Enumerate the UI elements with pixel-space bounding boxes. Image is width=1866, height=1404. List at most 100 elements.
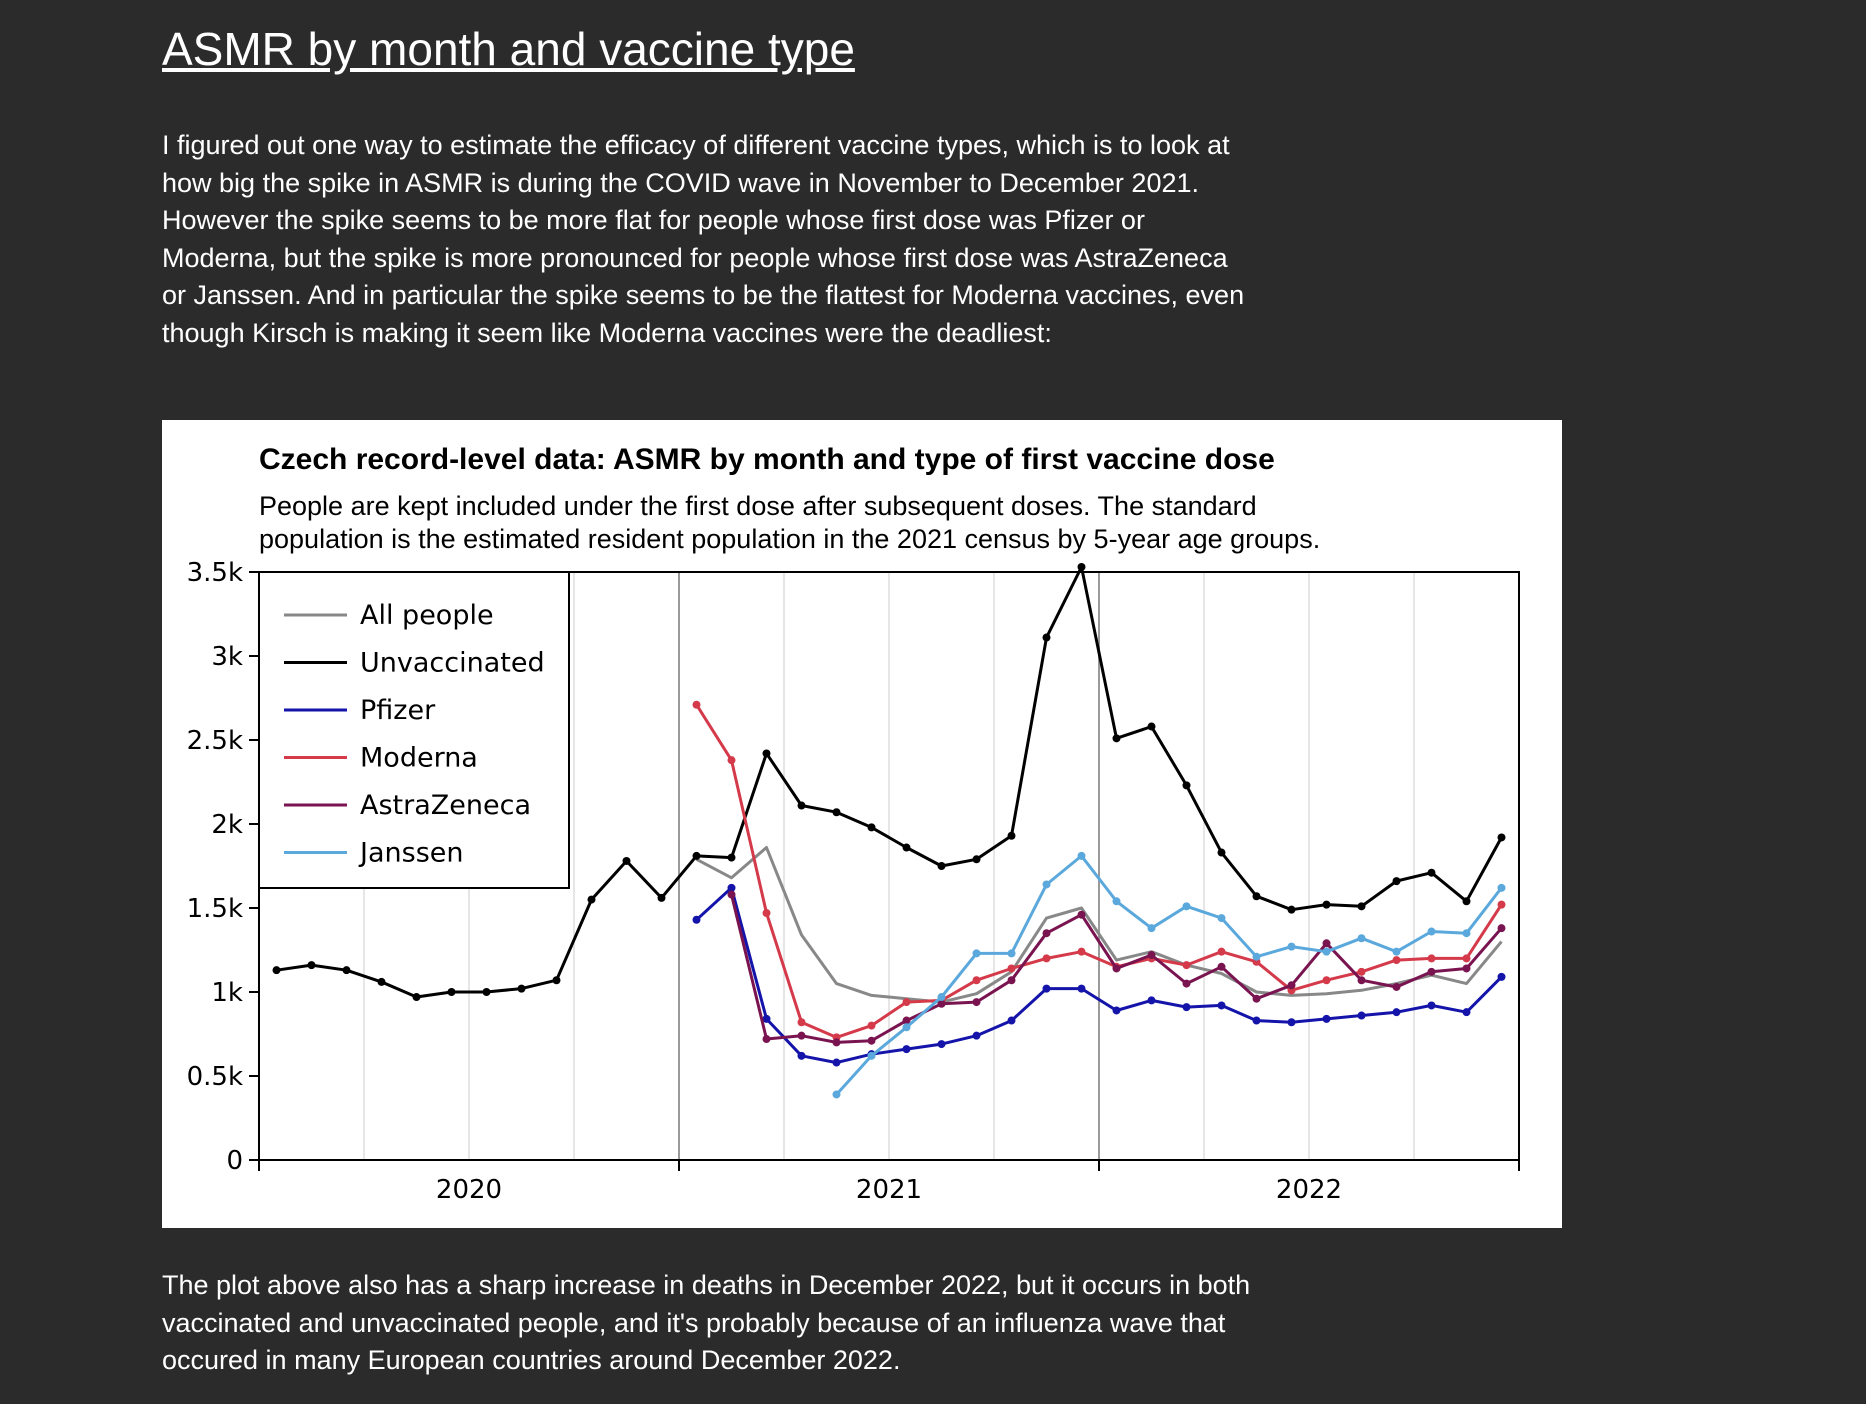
data-point-unvaccinated: [1042, 633, 1051, 642]
data-point-astrazeneca: [727, 890, 736, 899]
y-tick-label: 1k: [211, 978, 243, 1008]
data-point-moderna: [1427, 954, 1436, 963]
data-point-pfizer: [797, 1051, 806, 1060]
data-point-unvaccinated: [727, 853, 736, 862]
data-point-astrazeneca: [937, 999, 946, 1008]
data-point-unvaccinated: [1252, 892, 1261, 901]
data-point-unvaccinated: [1147, 722, 1156, 731]
data-point-pfizer: [1077, 984, 1086, 993]
data-point-janssen: [972, 949, 981, 958]
legend: All people Unvaccinated Pfizer Moderna Astra…: [258, 571, 570, 889]
data-point-moderna: [1077, 947, 1086, 956]
data-point-moderna: [692, 700, 701, 709]
data-point-unvaccinated: [972, 855, 981, 864]
data-point-moderna: [1322, 976, 1331, 985]
data-point-janssen: [1287, 942, 1296, 951]
data-point-unvaccinated: [412, 993, 421, 1002]
data-point-unvaccinated: [377, 977, 386, 986]
data-point-pfizer: [692, 915, 701, 924]
data-point-pfizer: [1112, 1006, 1121, 1015]
article-heading: ASMR by month and vaccine type: [162, 23, 855, 75]
data-point-janssen: [937, 993, 946, 1002]
data-point-janssen: [867, 1051, 876, 1060]
series-line-janssen: [835, 854, 1503, 1096]
data-point-unvaccinated: [867, 823, 876, 832]
data-point-pfizer: [1392, 1008, 1401, 1017]
series-line-pfizer: [695, 886, 1503, 1065]
data-point-moderna: [867, 1021, 876, 1030]
data-point-moderna: [1497, 900, 1506, 909]
data-point-astrazeneca: [1357, 976, 1366, 985]
y-tick-label: 0.5k: [187, 1062, 243, 1092]
data-point-astrazeneca: [1252, 994, 1261, 1003]
data-point-janssen: [832, 1090, 841, 1099]
data-point-janssen: [1042, 880, 1051, 889]
data-point-moderna: [1007, 964, 1016, 973]
x-tick-label: 2021: [856, 1175, 922, 1205]
data-point-janssen: [1497, 883, 1506, 892]
legend-label-all-people: All people: [360, 600, 494, 631]
data-point-unvaccinated: [482, 988, 491, 996]
data-point-astrazeneca: [797, 1031, 806, 1040]
data-point-janssen: [1357, 934, 1366, 943]
data-point-pfizer: [1427, 1001, 1436, 1010]
data-point-moderna: [902, 998, 911, 1007]
data-point-astrazeneca: [1287, 981, 1296, 990]
data-point-astrazeneca: [1322, 939, 1331, 948]
data-point-astrazeneca: [902, 1016, 911, 1025]
y-tick-label: 1.5k: [187, 894, 243, 924]
series-line-moderna: [695, 703, 1503, 1039]
data-point-pfizer: [1287, 1018, 1296, 1027]
series-line-unvaccinated: [276, 565, 1503, 999]
data-point-pfizer: [1252, 1016, 1261, 1025]
data-point-astrazeneca: [1007, 976, 1016, 985]
data-point-pfizer: [1357, 1011, 1366, 1020]
data-point-moderna: [972, 976, 981, 985]
data-point-janssen: [1007, 949, 1016, 958]
y-tick-label: 2k: [211, 810, 243, 840]
data-point-moderna: [1392, 956, 1401, 965]
legend-label-unvaccinated: Unvaccinated: [360, 648, 545, 679]
data-point-astrazeneca: [972, 998, 981, 1007]
data-point-astrazeneca: [1042, 929, 1051, 938]
data-point-unvaccinated: [1007, 831, 1016, 840]
data-point-unvaccinated: [552, 976, 561, 985]
data-point-unvaccinated: [1077, 562, 1086, 571]
data-point-unvaccinated: [1427, 868, 1436, 877]
data-point-moderna: [727, 756, 736, 765]
chart-subtitle-line-1: People are kept included under the first…: [259, 491, 1257, 521]
data-point-astrazeneca: [1182, 979, 1191, 988]
data-point-pfizer: [1217, 1001, 1226, 1010]
data-point-unvaccinated: [447, 988, 456, 996]
y-tick-label: 2.5k: [187, 726, 243, 756]
data-point-astrazeneca: [1462, 964, 1471, 973]
data-point-pfizer: [1322, 1014, 1331, 1023]
data-point-pfizer: [902, 1045, 911, 1054]
data-point-unvaccinated: [1357, 902, 1366, 911]
data-point-moderna: [1462, 954, 1471, 963]
data-point-unvaccinated: [1462, 897, 1471, 906]
legend-label-moderna: Moderna: [360, 743, 478, 774]
data-point-unvaccinated: [832, 808, 841, 817]
data-point-unvaccinated: [797, 801, 806, 810]
data-point-pfizer: [727, 883, 736, 892]
data-point-moderna: [797, 1018, 806, 1027]
data-point-astrazeneca: [1427, 967, 1436, 976]
data-point-pfizer: [1462, 1008, 1471, 1017]
data-point-unvaccinated: [1392, 877, 1401, 886]
data-point-janssen: [1147, 924, 1156, 933]
asmr-line-chart: Czech record-level data: ASMR by month a…: [187, 443, 1520, 1205]
data-point-janssen: [1427, 927, 1436, 936]
data-point-janssen: [1182, 902, 1191, 911]
data-point-unvaccinated: [1322, 900, 1331, 909]
data-point-pfizer: [832, 1058, 841, 1067]
intro-paragraph: I figured out one way to estimate the ef…: [162, 130, 1245, 348]
y-tick-label: 0: [226, 1146, 243, 1176]
data-point-pfizer: [762, 1014, 771, 1023]
y-tick-label: 3k: [211, 642, 243, 672]
data-point-unvaccinated: [1217, 848, 1226, 857]
legend-box: [258, 571, 570, 889]
data-point-pfizer: [1182, 1003, 1191, 1012]
data-point-astrazeneca: [1497, 924, 1506, 933]
data-point-unvaccinated: [342, 966, 351, 975]
